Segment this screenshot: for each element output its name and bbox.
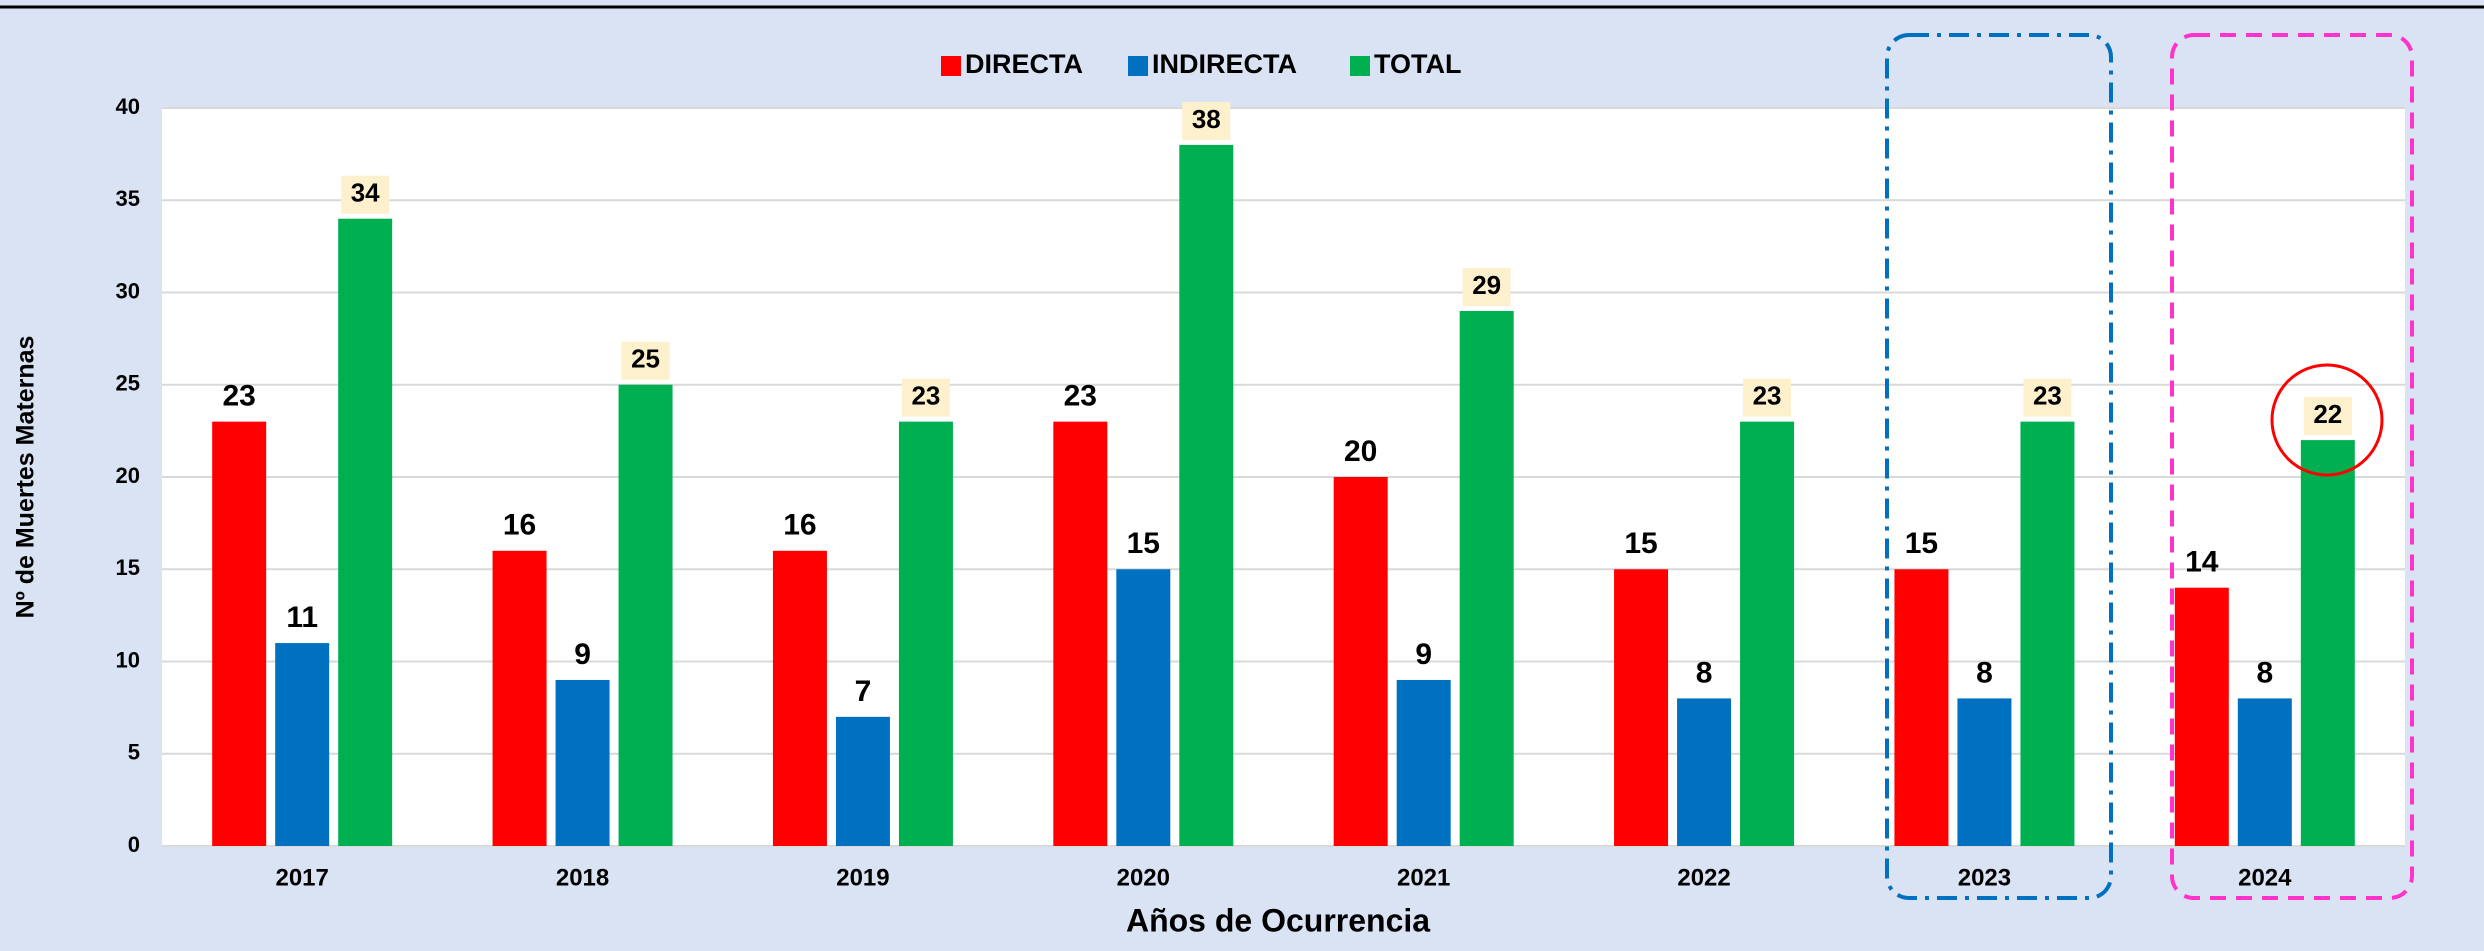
value-label: 15: [1624, 527, 1657, 560]
value-label: 34: [351, 178, 380, 208]
bar: [1396, 679, 1451, 846]
bar: [1614, 569, 1669, 846]
legend-swatch: [1350, 56, 1370, 76]
value-label: 15: [1905, 527, 1938, 560]
value-label: 9: [574, 638, 591, 671]
bar: [772, 550, 827, 846]
legend-swatch: [941, 56, 961, 76]
legend: DIRECTA INDIRECTA TOTAL: [941, 49, 1462, 79]
bar: [835, 716, 890, 846]
value-label-bg: [2023, 378, 2072, 417]
x-tick-label: 2020: [1117, 864, 1170, 891]
value-label: 16: [503, 509, 536, 542]
bar: [2237, 698, 2292, 846]
value-label-bg: [341, 175, 390, 214]
bar: [2020, 421, 2075, 846]
bar: [275, 643, 330, 846]
value-label: 23: [223, 380, 256, 413]
x-tick-label: 2024: [2238, 864, 2292, 891]
y-tick-label: 40: [116, 94, 140, 119]
bar: [898, 421, 953, 846]
value-label-bg: [1743, 378, 1792, 417]
value-label: 8: [1976, 656, 1993, 689]
value-label-bg: [1182, 101, 1231, 140]
bar: [1740, 421, 1795, 846]
bar: [1677, 698, 1732, 846]
y-tick-label: 15: [116, 555, 140, 580]
value-label: 29: [1472, 270, 1501, 300]
bar: [618, 384, 673, 846]
y-tick-label: 35: [116, 186, 140, 211]
value-label: 7: [855, 675, 872, 708]
y-tick-label: 30: [116, 278, 140, 303]
x-tick-label: 2017: [275, 864, 328, 891]
bars: [212, 144, 2355, 846]
x-tick-label: 2018: [556, 864, 609, 891]
legend-label: TOTAL: [1374, 49, 1462, 79]
y-tick-label: 25: [116, 371, 140, 396]
highlight-circle: [2270, 363, 2384, 477]
highlight-2023: [1885, 33, 2113, 900]
bar: [212, 421, 267, 846]
legend-swatch: [1128, 56, 1148, 76]
value-label: 9: [1415, 638, 1432, 671]
bar: [2300, 440, 2355, 846]
x-tick-label: 2021: [1397, 864, 1450, 891]
bar: [555, 679, 610, 846]
bar: [1333, 477, 1388, 846]
value-label: 8: [1696, 656, 1713, 689]
labels: 2017231134201816925201916723202023153820…: [223, 101, 2352, 891]
bar: [338, 218, 393, 846]
value-label-bg: [621, 341, 670, 380]
value-label: 8: [2256, 656, 2273, 689]
bar: [1053, 421, 1108, 846]
value-label: 20: [1344, 435, 1377, 468]
legend-label: DIRECTA: [965, 49, 1083, 79]
x-tick-label: 2023: [1958, 864, 2011, 891]
value-label: 23: [2033, 381, 2062, 411]
y-tick-label: 10: [116, 647, 140, 672]
value-label-bg: [1462, 267, 1511, 306]
x-tick-label: 2019: [836, 864, 889, 891]
value-label: 22: [2313, 399, 2342, 429]
value-label: 16: [783, 509, 816, 542]
bar: [1179, 144, 1234, 846]
value-label: 23: [911, 381, 940, 411]
y-tick-label: 5: [128, 740, 140, 765]
bar: [492, 550, 547, 846]
value-label-bg: [901, 378, 950, 417]
bar: [1459, 310, 1514, 846]
value-label: 14: [2185, 546, 2219, 579]
bar: [2174, 587, 2229, 846]
value-label: 11: [286, 601, 318, 634]
legend-label: INDIRECTA: [1152, 49, 1297, 79]
value-label: 15: [1127, 527, 1160, 560]
y-axis-title: Nº de Muertes Maternas: [12, 336, 40, 619]
highlight-2024: [2170, 33, 2414, 900]
value-label: 23: [1753, 381, 1782, 411]
value-label: 25: [631, 344, 660, 374]
bar: [1116, 569, 1171, 846]
y-tick-label: 0: [128, 832, 140, 857]
y-tick-label: 20: [116, 463, 140, 488]
value-label-bg: [2303, 397, 2352, 436]
value-label: 23: [1064, 380, 1097, 413]
x-axis-title: Años de Ocurrencia: [1126, 902, 1430, 938]
value-label: 38: [1192, 104, 1221, 134]
bar: [1957, 698, 2012, 846]
bar: [1894, 569, 1949, 846]
x-tick-label: 2022: [1677, 864, 1730, 891]
